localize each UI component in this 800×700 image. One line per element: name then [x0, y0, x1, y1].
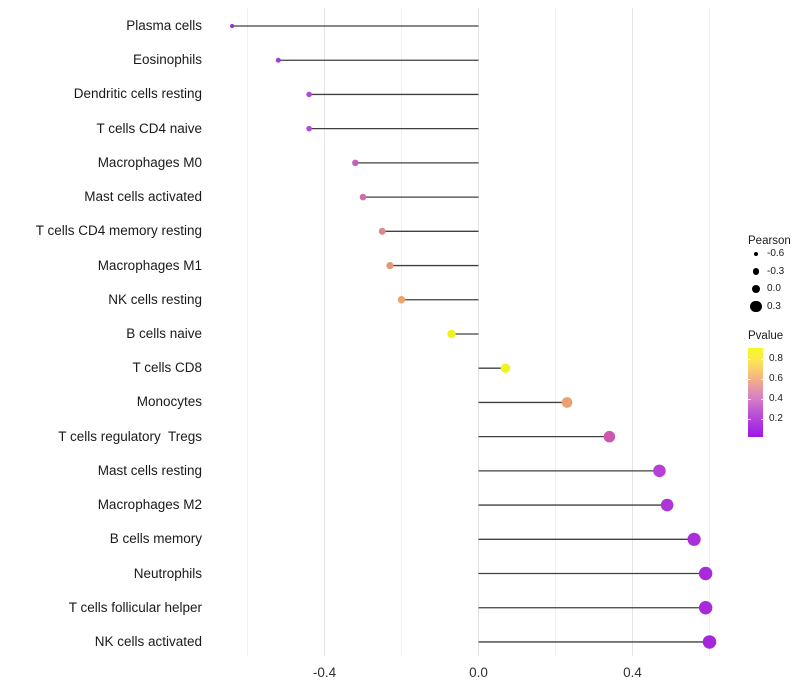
lollipop-dot: [397, 296, 406, 304]
size-legend-label: 0.0: [767, 283, 781, 294]
lollipop-dot: [653, 464, 666, 478]
y-axis-label: Eosinophils: [132, 52, 202, 68]
y-axis-label: Macrophages M0: [97, 154, 202, 170]
y-axis-label: Mast cells activated: [84, 189, 202, 205]
colorbar-tick-label: 0.4: [769, 393, 783, 404]
lollipop-dot: [359, 193, 367, 201]
colorbar-tick-label: 0.6: [769, 373, 783, 384]
colorbar-tick: [748, 399, 751, 400]
y-axis-label: NK cells activated: [94, 633, 202, 649]
y-axis-label: Dendritic cells resting: [73, 86, 202, 102]
colorbar-tick: [760, 399, 763, 400]
lollipop-dot: [687, 532, 701, 546]
lollipop-dot: [275, 57, 281, 63]
lollipop-dot: [230, 23, 235, 29]
colorbar-tick: [760, 419, 763, 420]
size-legend-label: -0.6: [767, 248, 785, 259]
size-legend-dot: [750, 300, 762, 313]
y-axis-label: B cells memory: [109, 531, 202, 547]
size-legend-dot: [751, 284, 761, 294]
y-axis-label: T cells follicular helper: [68, 599, 202, 615]
y-axis-label: T cells CD4 memory resting: [35, 223, 202, 239]
lollipop-dot: [500, 363, 511, 373]
colorbar-tick: [748, 359, 751, 360]
lollipop-dot: [702, 635, 717, 649]
lollipop-dot: [306, 125, 312, 132]
colorbar-tick: [748, 419, 751, 420]
x-axis-tick-label: 0.4: [623, 665, 642, 680]
y-axis-label: Mast cells resting: [97, 462, 202, 478]
lollipop-dot: [660, 498, 674, 512]
lollipop-dot: [603, 430, 616, 443]
lollipop-dot: [378, 227, 386, 235]
colorbar-tick: [760, 379, 763, 380]
y-axis-label: T cells regulatory Tregs: [58, 428, 202, 444]
y-axis-label: T cells CD8: [132, 360, 202, 376]
y-axis-label: T cells CD4 naive: [96, 120, 202, 136]
lollipop-dot: [698, 601, 713, 615]
lollipop-dot: [561, 397, 573, 408]
colorbar-tick: [748, 379, 751, 380]
y-axis-label: B cells naive: [126, 325, 202, 341]
lollipop-dot: [306, 91, 312, 98]
size-legend-label: 0.3: [767, 300, 781, 312]
lollipop-dot: [698, 566, 713, 581]
colorbar-tick-label: 0.2: [769, 413, 783, 424]
x-axis-tick-label: -0.4: [312, 665, 337, 680]
colorbar-tick: [760, 359, 763, 360]
y-axis-label: Macrophages M1: [97, 257, 202, 273]
lollipop-dot: [352, 159, 359, 167]
lollipop-dot: [386, 261, 394, 270]
color-legend-title: Pvalue: [748, 330, 784, 342]
y-axis-label: Macrophages M2: [97, 497, 202, 513]
y-axis-label: Plasma cells: [126, 18, 202, 33]
colorbar-tick-label: 0.8: [769, 353, 783, 364]
size-legend-dot: [752, 268, 760, 275]
y-axis-label: NK cells resting: [108, 291, 202, 307]
y-axis-label: Neutrophils: [133, 565, 202, 581]
pvalue-colorbar: [748, 348, 763, 437]
size-legend-dot: [753, 251, 759, 257]
lollipop-dot: [447, 329, 456, 339]
y-axis-label: Monocytes: [136, 394, 202, 410]
size-legend-label: -0.3: [767, 265, 785, 277]
size-legend-title: Pearson: [748, 235, 791, 247]
x-axis-tick-label: 0.0: [469, 665, 488, 680]
